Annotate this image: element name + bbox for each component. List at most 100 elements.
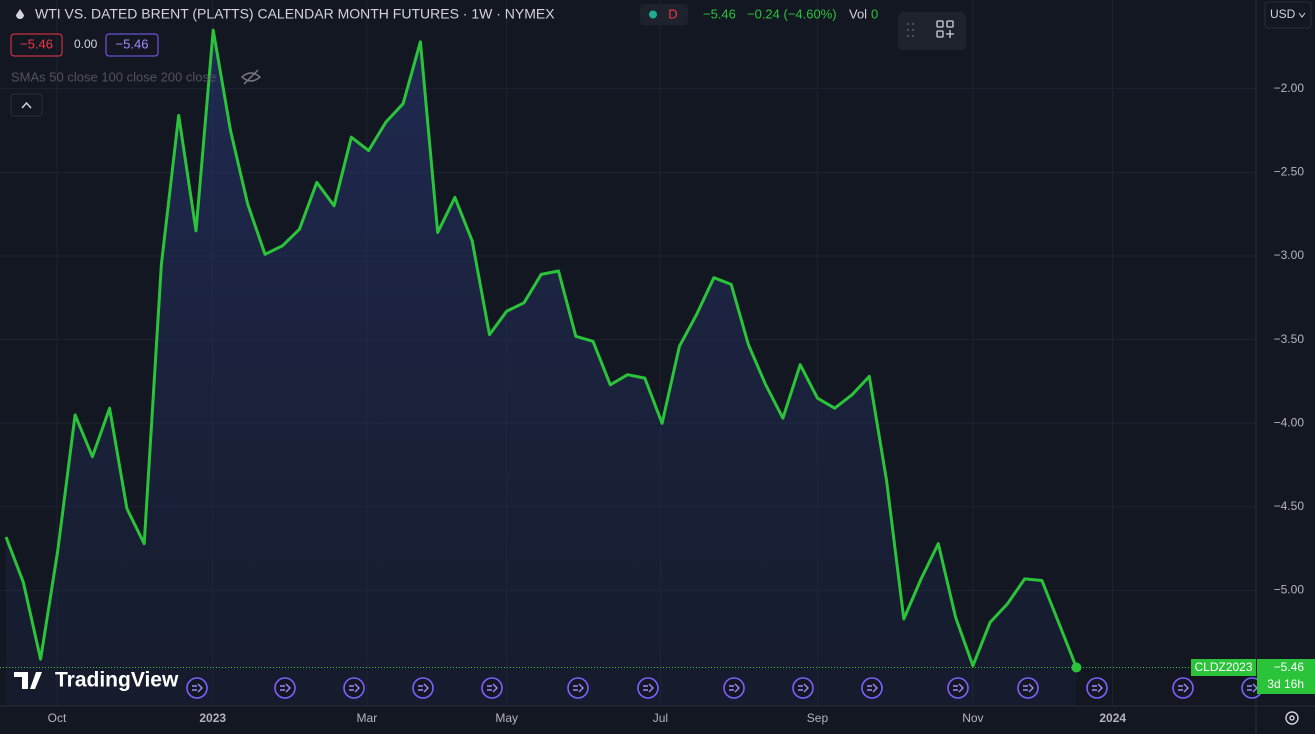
x-tick-label: Sep	[807, 711, 829, 725]
brand-name: TradingView	[55, 669, 179, 692]
y-tick-label: −4.00	[1274, 415, 1305, 429]
event-icon[interactable]	[861, 677, 883, 699]
event-icon[interactable]	[412, 677, 434, 699]
event-arrow	[418, 683, 429, 693]
event-circle	[637, 677, 659, 699]
event-icon[interactable]	[723, 677, 745, 699]
vol-label: Vol	[849, 6, 867, 21]
header: WTI VS. DATED BRENT (PLATTS) CALENDAR MO…	[10, 1, 1312, 117]
event-arrow	[798, 683, 809, 693]
event-arrow	[280, 683, 291, 693]
event-icon[interactable]	[1086, 677, 1108, 699]
currency-chevron	[1298, 12, 1306, 18]
bid-box	[10, 33, 63, 57]
status-badge[interactable]	[640, 4, 688, 25]
event-circle	[792, 677, 814, 699]
event-circle	[412, 677, 434, 699]
currency: USD	[1270, 7, 1296, 21]
event-icon[interactable]	[274, 677, 296, 699]
ask-box	[105, 33, 159, 57]
event-icon[interactable]	[1172, 677, 1194, 699]
brand-logo	[14, 672, 42, 689]
event-arrow	[729, 683, 740, 693]
y-tick-label: −4.50	[1274, 499, 1305, 513]
event-circle	[861, 677, 883, 699]
collapse-button[interactable]	[10, 93, 43, 117]
event-icon[interactable]	[481, 677, 503, 699]
y-tick-label: −2.00	[1274, 81, 1305, 95]
event-circle	[947, 677, 969, 699]
price-line	[4, 28, 1078, 669]
drag-handle[interactable]	[906, 22, 915, 38]
countdown: 3d 16h	[1267, 677, 1304, 691]
y-tick-label: −5.00	[1274, 583, 1305, 597]
x-tick-label: May	[495, 711, 518, 725]
event-icon[interactable]	[637, 677, 659, 699]
event-icon[interactable]	[792, 677, 814, 699]
hide-icon[interactable]	[240, 69, 262, 85]
event-icon[interactable]	[186, 677, 208, 699]
event-circle	[481, 677, 503, 699]
x-tick-label: Jul	[653, 711, 668, 725]
event-circle	[186, 677, 208, 699]
currency-button[interactable]	[1264, 1, 1312, 29]
eye-slash	[243, 69, 259, 85]
indicator-label[interactable]: SMAs 50 close 100 close 200 close	[11, 69, 216, 84]
axes: −2.00 −2.50 −3.00 −3.50 −4.00 −4.50 −5.00 Oct 20…	[48, 81, 1305, 725]
price-tag: CLDZ2023 −5.46 3d 16h	[1191, 659, 1315, 694]
chevron-up	[21, 101, 32, 109]
symbol-title: WTI VS. DATED BRENT (PLATTS) CALENDAR MO…	[35, 6, 555, 22]
y-tick-label: −3.00	[1274, 248, 1305, 262]
event-arrow	[349, 683, 360, 693]
ask: −5.46	[116, 36, 149, 51]
x-tick-label: Oct	[48, 711, 67, 725]
event-circle	[1086, 677, 1108, 699]
y-tick-label: −3.50	[1274, 332, 1305, 346]
event-icon[interactable]	[1017, 677, 1039, 699]
event-arrow	[1023, 683, 1034, 693]
event-icon[interactable]	[343, 677, 365, 699]
event-circle	[1172, 677, 1194, 699]
price-change: −0.24 (−4.60%)	[747, 6, 837, 21]
last-point	[1071, 662, 1082, 673]
event-arrow	[953, 683, 964, 693]
event-arrow	[643, 683, 654, 693]
event-circle	[723, 677, 745, 699]
event-arrow	[867, 683, 878, 693]
symbol-tag	[1191, 659, 1256, 676]
price-label-box	[1257, 659, 1315, 694]
market-dot	[649, 10, 657, 19]
layout-icon[interactable]	[936, 20, 954, 38]
event-arrow	[1092, 683, 1103, 693]
vol-value: 0	[871, 6, 878, 21]
x-tick-label: 2023	[199, 711, 226, 725]
area-fill	[6, 30, 1077, 707]
x-tick-label: Mar	[357, 711, 378, 725]
spread: 0.00	[74, 37, 98, 51]
plot	[0, 28, 1256, 707]
event-arrow	[192, 683, 203, 693]
settings-icon[interactable]	[1285, 711, 1299, 725]
bid: −5.46	[20, 36, 53, 51]
drop-icon	[16, 9, 24, 19]
x-tick-label: Nov	[962, 711, 983, 725]
x-tick-label: 2024	[1099, 711, 1126, 725]
event-circle	[1017, 677, 1039, 699]
event-icon[interactable]	[947, 677, 969, 699]
brand: TradingView	[14, 669, 179, 692]
events	[186, 677, 1263, 699]
event-icon[interactable]	[567, 677, 589, 699]
event-circle	[567, 677, 589, 699]
last-price: −5.46	[703, 6, 736, 21]
event-circle	[274, 677, 296, 699]
interval-badge: D	[668, 6, 677, 21]
event-circle	[343, 677, 365, 699]
event-arrow	[1178, 683, 1189, 693]
event-arrow	[573, 683, 584, 693]
symbol-tag-text: CLDZ2023	[1194, 660, 1252, 674]
price-label: −5.46	[1274, 660, 1305, 674]
y-tick-label: −2.50	[1274, 164, 1305, 178]
event-arrow	[487, 683, 498, 693]
